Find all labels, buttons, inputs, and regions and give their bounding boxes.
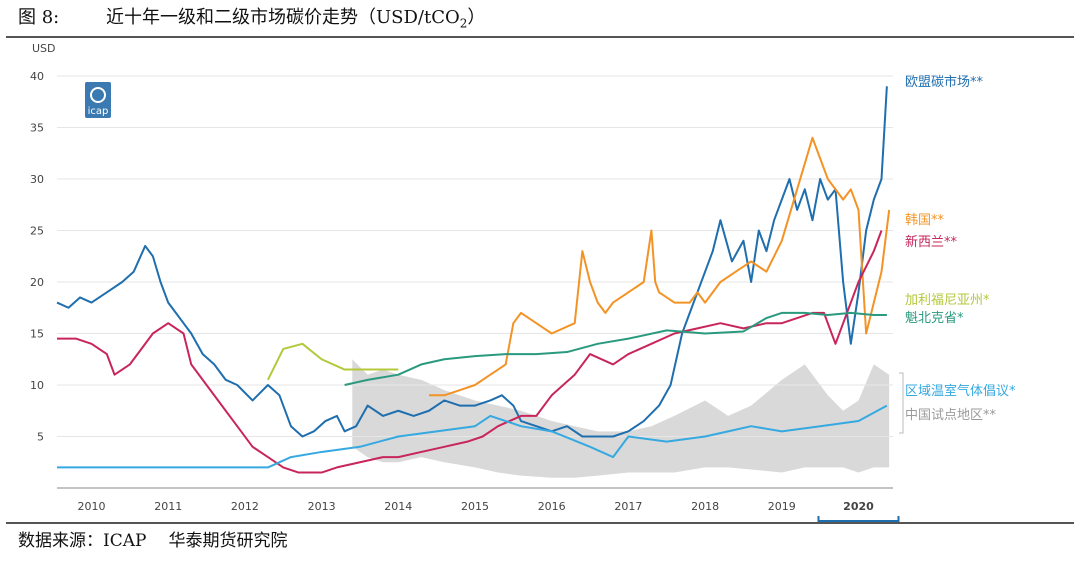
logo-ring-icon	[90, 87, 106, 103]
series-line-line	[344, 311, 887, 386]
y-tick-label: 40	[30, 70, 44, 83]
gridlines	[57, 75, 893, 437]
figure-title-text: 近十年一级和二级市场碳价走势（USD/tCO	[106, 7, 460, 28]
figure-title-end: ）	[467, 7, 486, 28]
x-tick-label: 2011	[154, 500, 182, 513]
china-pilot-band	[352, 359, 890, 478]
y-tick-label: 20	[30, 276, 44, 289]
source-org: 华泰期货研究院	[168, 531, 288, 551]
series-label: 加利福尼亚州*	[905, 293, 990, 308]
series-label: 新西兰**	[905, 234, 958, 250]
series-line-line	[57, 404, 888, 469]
price-chart: 5 10 15 20 25 30 35 40 USD 2010 2011 2012 2013 2014 20…	[30, 42, 1016, 522]
series-line-line	[57, 230, 883, 474]
series-labels: 欧盟碳市场** 韩国** 新西兰** 加利福尼亚州* 魁北克省* 区域温室气体倡议* 中国试…	[899, 74, 1016, 434]
icap-logo: icap	[85, 82, 111, 118]
figure-title: 图 8: 近十年一级和二级市场碳价走势（USD/tCO2）	[18, 4, 485, 32]
y-tick-label: 25	[30, 225, 44, 238]
regional-label-bracket	[899, 372, 904, 434]
series-label: 区域温室气体倡议*	[905, 383, 1016, 399]
series-line-line	[56, 86, 888, 438]
y-tick-label: 30	[30, 173, 44, 186]
x-tick-label: 2015	[461, 500, 489, 513]
top-rule	[6, 36, 1074, 38]
series-label: 韩国**	[905, 213, 945, 228]
x-tick-label: 2018	[691, 500, 719, 513]
y-tick-label: 15	[30, 328, 44, 341]
x-tick-label: 2016	[538, 500, 566, 513]
x-tick-label: 2014	[384, 500, 412, 513]
series-lines	[56, 86, 891, 474]
series-label: 欧盟碳市场**	[905, 74, 984, 90]
source-note: 数据来源：ICAP 华泰期货研究院	[18, 528, 287, 554]
figure-title-subscript: 2	[459, 16, 468, 31]
x-tick-label: 2010	[78, 500, 106, 513]
x-tick-label: 2012	[231, 500, 259, 513]
x-tick-label: 2013	[308, 500, 336, 513]
source-label: 数据来源：ICAP	[18, 531, 147, 551]
x-tick-label: 2019	[768, 500, 796, 513]
series-line-line	[267, 342, 399, 381]
y-tick-label: 10	[30, 379, 44, 392]
series-label: 中国试点地区**	[905, 408, 997, 423]
china-pilot-band-group	[352, 359, 890, 478]
y-tick-label: 35	[30, 122, 44, 135]
x-tick-label: 2017	[614, 500, 642, 513]
bottom-rule	[6, 522, 1074, 524]
series-label: 魁北克省*	[905, 310, 964, 326]
highlight-year-bracket	[817, 516, 900, 522]
figure-number: 图 8:	[18, 7, 60, 28]
x-tick-label: 2020	[843, 500, 874, 513]
series-line-line	[428, 136, 891, 397]
y-tick-label: 5	[37, 431, 44, 444]
logo-text: icap	[88, 106, 109, 117]
axes: 5 10 15 20 25 30 35 40 USD 2010 2011 2012 2013 2014 20…	[30, 42, 900, 522]
y-axis-label: USD	[32, 42, 56, 55]
